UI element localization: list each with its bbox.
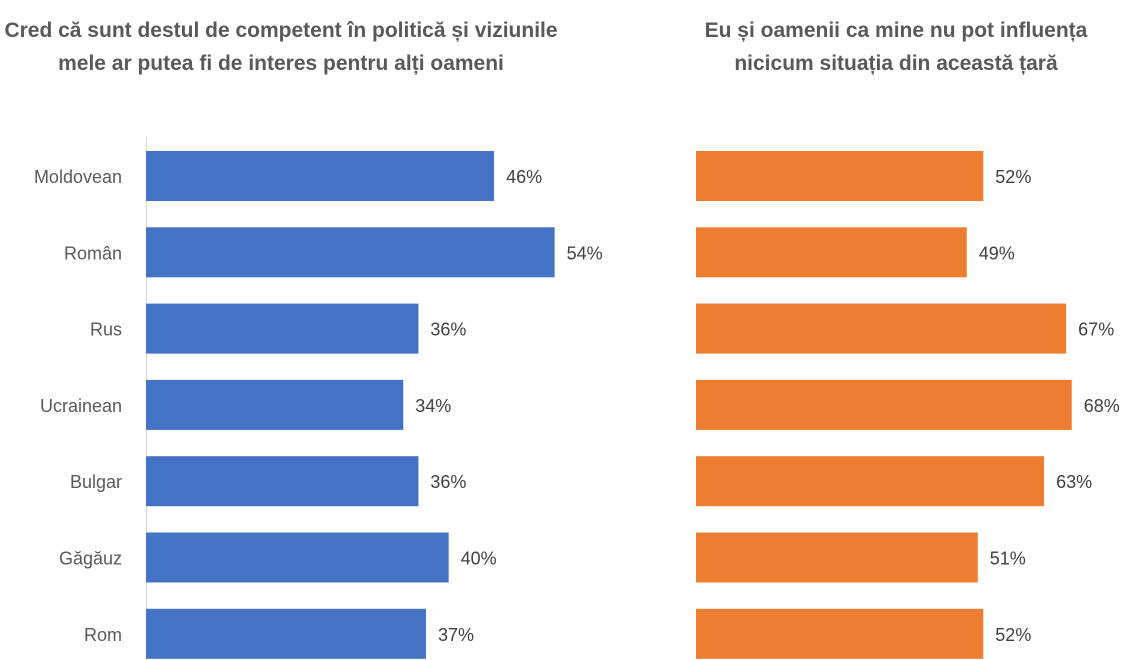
left-bar-2	[146, 227, 555, 277]
category-label-1: Moldovean	[34, 167, 122, 187]
left-bar-6	[146, 533, 449, 583]
right-bar-4	[696, 380, 1072, 430]
category-label-2: Român	[64, 243, 122, 263]
right-data-label-5: 63%	[1056, 472, 1092, 492]
left-bar-3	[146, 304, 418, 354]
left-bar-7	[146, 609, 426, 659]
left-bar-1	[146, 151, 494, 201]
right-data-label-7: 52%	[995, 625, 1031, 645]
right-bar-7	[696, 609, 983, 659]
category-label-7: Rom	[84, 625, 122, 645]
right-data-label-4: 68%	[1084, 396, 1120, 416]
left-bar-5	[146, 456, 418, 506]
right-bar-2	[696, 227, 967, 277]
right-data-label-6: 51%	[990, 549, 1026, 569]
right-bar-3	[696, 304, 1066, 354]
left-data-label-4: 34%	[415, 396, 451, 416]
left-data-label-3: 36%	[430, 320, 466, 340]
left-data-label-1: 46%	[506, 167, 542, 187]
right-data-label-2: 49%	[979, 243, 1015, 263]
right-bar-1	[696, 151, 983, 201]
right-data-label-1: 52%	[995, 167, 1031, 187]
right-bar-5	[696, 456, 1044, 506]
right-data-label-3: 67%	[1078, 320, 1114, 340]
left-bar-4	[146, 380, 403, 430]
left-data-label-6: 40%	[461, 549, 497, 569]
left-data-label-5: 36%	[430, 472, 466, 492]
category-label-4: Ucrainean	[40, 396, 122, 416]
left-data-label-7: 37%	[438, 625, 474, 645]
category-label-6: Găgăuz	[59, 549, 122, 569]
category-label-3: Rus	[90, 320, 122, 340]
left-data-label-2: 54%	[567, 243, 603, 263]
right-bar-6	[696, 533, 978, 583]
category-label-5: Bulgar	[70, 472, 122, 492]
